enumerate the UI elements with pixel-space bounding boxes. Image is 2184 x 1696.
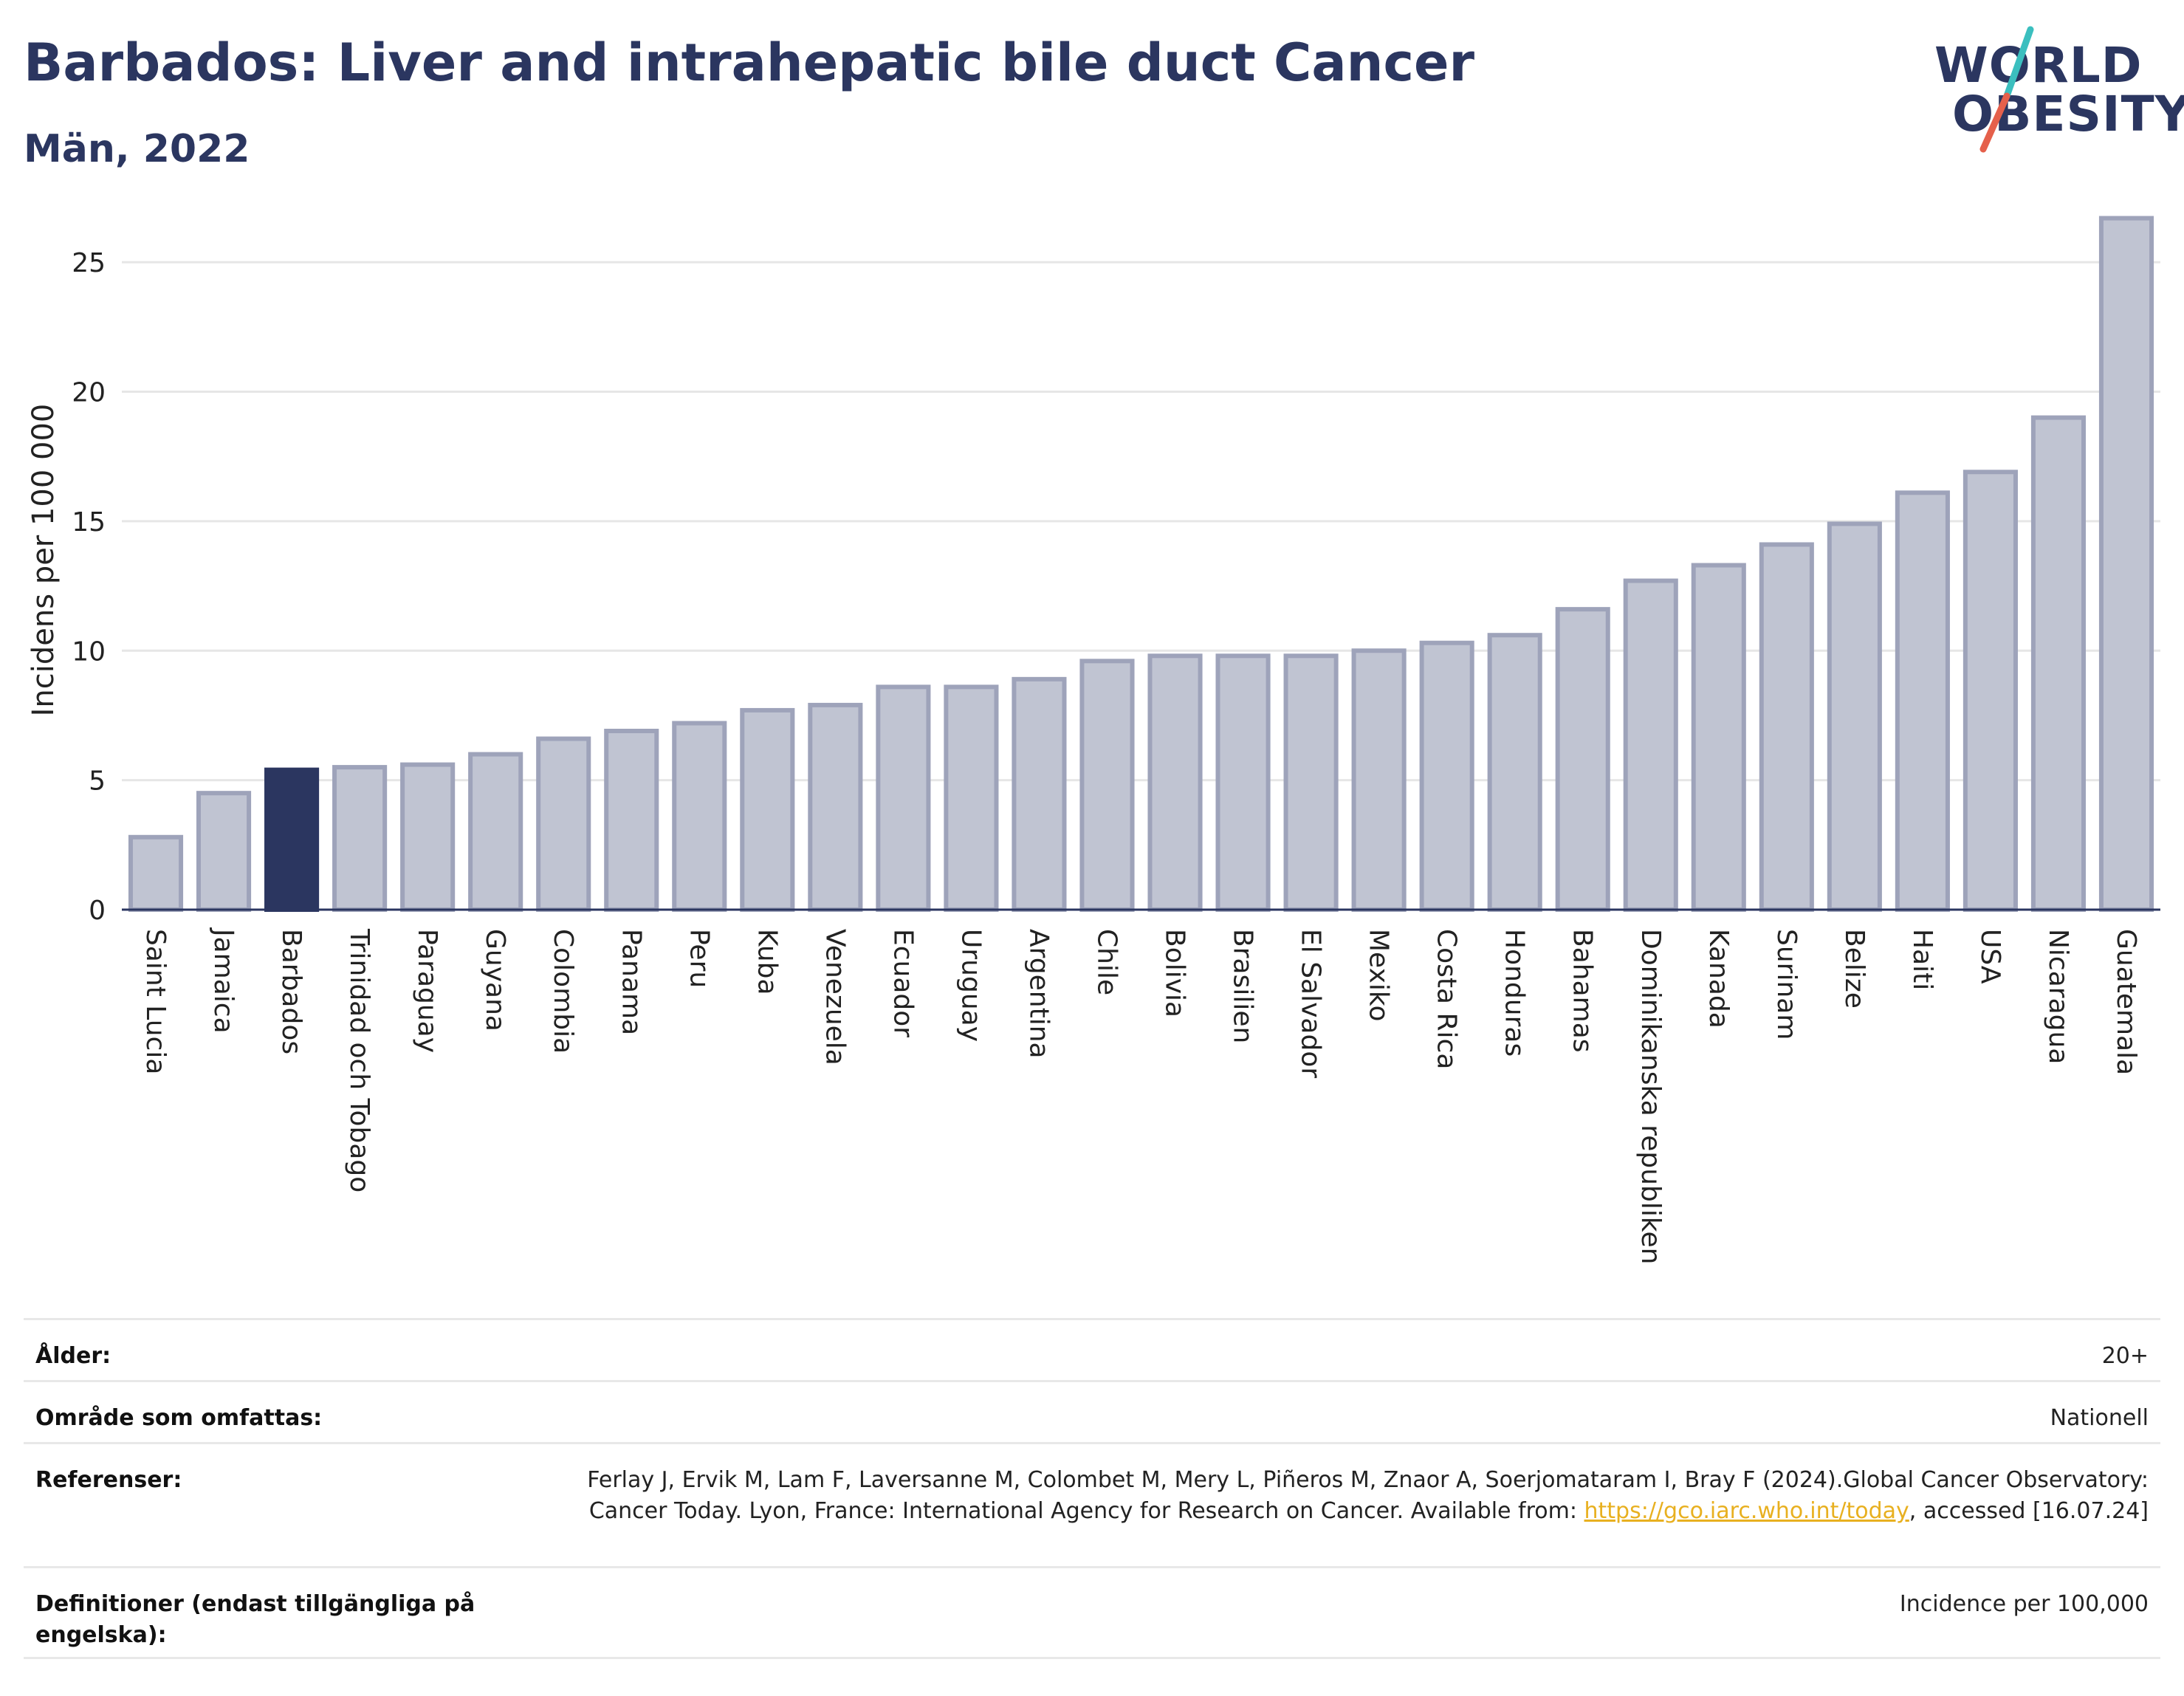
y-tick-label: 20: [72, 378, 106, 408]
x-tick-label: Chile: [1091, 929, 1122, 995]
x-tick-label: Uruguay: [955, 929, 986, 1042]
x-tick-label: Dominikanska republiken: [1635, 929, 1666, 1264]
x-tick-label: USA: [1975, 929, 2005, 984]
chart-subtitle: Män, 2022: [24, 127, 250, 171]
x-tick-label: Kanada: [1703, 929, 1734, 1029]
y-tick-label: 10: [72, 636, 106, 667]
bar-belize: [1827, 521, 1882, 912]
x-tick-label: Colombia: [548, 929, 578, 1054]
x-tick-label: Guyana: [480, 929, 510, 1031]
bar-peru: [672, 721, 727, 913]
bar-dominikanska-republiken: [1623, 578, 1678, 912]
world-obesity-logo: WORLD OBESITY: [1920, 22, 2184, 155]
x-tick-label: Haiti: [1907, 929, 1937, 990]
x-tick-label: Mexiko: [1364, 929, 1394, 1021]
area-value: Nationell: [2050, 1405, 2149, 1431]
logo-slash-icon: [1979, 26, 2034, 153]
x-tick-label: Peru: [684, 929, 714, 988]
bar-colombia: [536, 736, 591, 912]
bar-ecuador: [876, 684, 931, 912]
meta-row-area: Område som omfattas: Nationell: [24, 1380, 2160, 1442]
x-tick-label: Bolivia: [1160, 929, 1190, 1017]
x-tick-label: Surinam: [1771, 929, 1802, 1040]
bar-guyana: [468, 752, 523, 912]
bar-venezuela: [808, 702, 863, 912]
bar-panama: [604, 728, 659, 912]
y-tick-label: 15: [72, 507, 106, 538]
bar-guatemala: [2098, 216, 2154, 913]
bar-paraguay: [400, 762, 456, 913]
age-value: 20+: [2101, 1343, 2149, 1369]
bar-kuba: [740, 707, 795, 912]
x-tick-label: El Salvador: [1296, 929, 1326, 1078]
bar-usa: [1962, 470, 2018, 912]
bar-brasilien: [1215, 653, 1271, 912]
meta-row-definitions: Definitioner (endast tillgängliga på eng…: [24, 1566, 2160, 1659]
bar-honduras: [1487, 633, 1542, 913]
x-tick-label: Costa Rica: [1432, 929, 1462, 1069]
x-tick-label: Brasilien: [1228, 929, 1258, 1043]
bar-uruguay: [944, 684, 999, 912]
x-tick-label: Ecuador: [887, 929, 918, 1037]
logo-text-world: WORLD: [1934, 37, 2143, 94]
bar-costa-rica: [1419, 640, 1474, 913]
y-tick-label: 0: [89, 896, 106, 926]
bar-el-salvador: [1283, 653, 1339, 912]
meta-row-age: Ålder: 20+: [24, 1318, 2160, 1380]
y-tick-label: 5: [89, 766, 106, 797]
chart-title: Barbados: Liver and intrahepatic bile du…: [24, 32, 1474, 93]
bar-chart: 0 5 10 15 20 25 Incidens per 100 000 Saint Luci…: [27, 216, 2160, 1264]
x-tick-label: Guatemala: [2111, 929, 2141, 1075]
bar-mexiko: [1351, 648, 1407, 913]
x-tick-label: Honduras: [1500, 929, 1530, 1057]
references-link[interactable]: https://gco.iarc.who.int/today: [1584, 1498, 1909, 1524]
x-tick-label: Kuba: [752, 929, 782, 995]
references-accessed: , accessed [16.07.24]: [1909, 1498, 2149, 1524]
bar-bolivia: [1147, 653, 1203, 912]
bar-chile: [1079, 659, 1135, 912]
bar-surinam: [1759, 542, 1814, 912]
bar-barbados: [264, 767, 320, 912]
bar-haiti: [1895, 490, 1950, 912]
references-value: Ferlay J, Ervik M, Lam F, Laversanne M, …: [561, 1465, 2149, 1527]
bar-trinidad-och-tobago: [332, 765, 388, 912]
age-label: Ålder:: [35, 1343, 111, 1369]
x-tick-label: Barbados: [276, 929, 306, 1054]
x-tick-label: Trinidad och Tobago: [344, 928, 374, 1192]
area-label: Område som omfattas:: [35, 1405, 323, 1431]
definitions-label: Definitioner (endast tillgängliga på eng…: [35, 1591, 475, 1648]
bar-jamaica: [196, 791, 252, 913]
references-label: Referenser:: [35, 1467, 182, 1493]
bar-nicaragua: [2030, 415, 2087, 912]
bar-saint-lucia: [128, 834, 184, 913]
bar-kanada: [1691, 563, 1746, 912]
x-tick-label: Nicaragua: [2043, 929, 2073, 1064]
x-tick-label: Venezuela: [820, 929, 850, 1065]
x-tick-label: Paraguay: [412, 929, 442, 1053]
meta-row-references: Referenser: Ferlay J, Ervik M, Lam F, La…: [24, 1442, 2160, 1566]
x-tick-label: Bahamas: [1567, 929, 1598, 1053]
bar-bahamas: [1555, 607, 1610, 912]
metadata-table: Ålder: 20+ Område som omfattas: Nationel…: [24, 1318, 2160, 1659]
references-text: Ferlay J, Ervik M, Lam F, Laversanne M, …: [587, 1467, 2149, 1524]
y-axis-label: Incidens per 100 000: [27, 404, 61, 717]
bar-argentina: [1012, 676, 1067, 913]
x-tick-label: Belize: [1839, 929, 1869, 1009]
y-tick-label: 25: [72, 248, 106, 278]
x-tick-label: Jamaica: [208, 927, 238, 1034]
x-tick-label: Saint Lucia: [140, 929, 171, 1074]
definitions-value: Incidence per 100,000: [1899, 1591, 2149, 1617]
x-tick-label: Argentina: [1023, 929, 1054, 1059]
x-tick-label: Panama: [616, 929, 646, 1035]
